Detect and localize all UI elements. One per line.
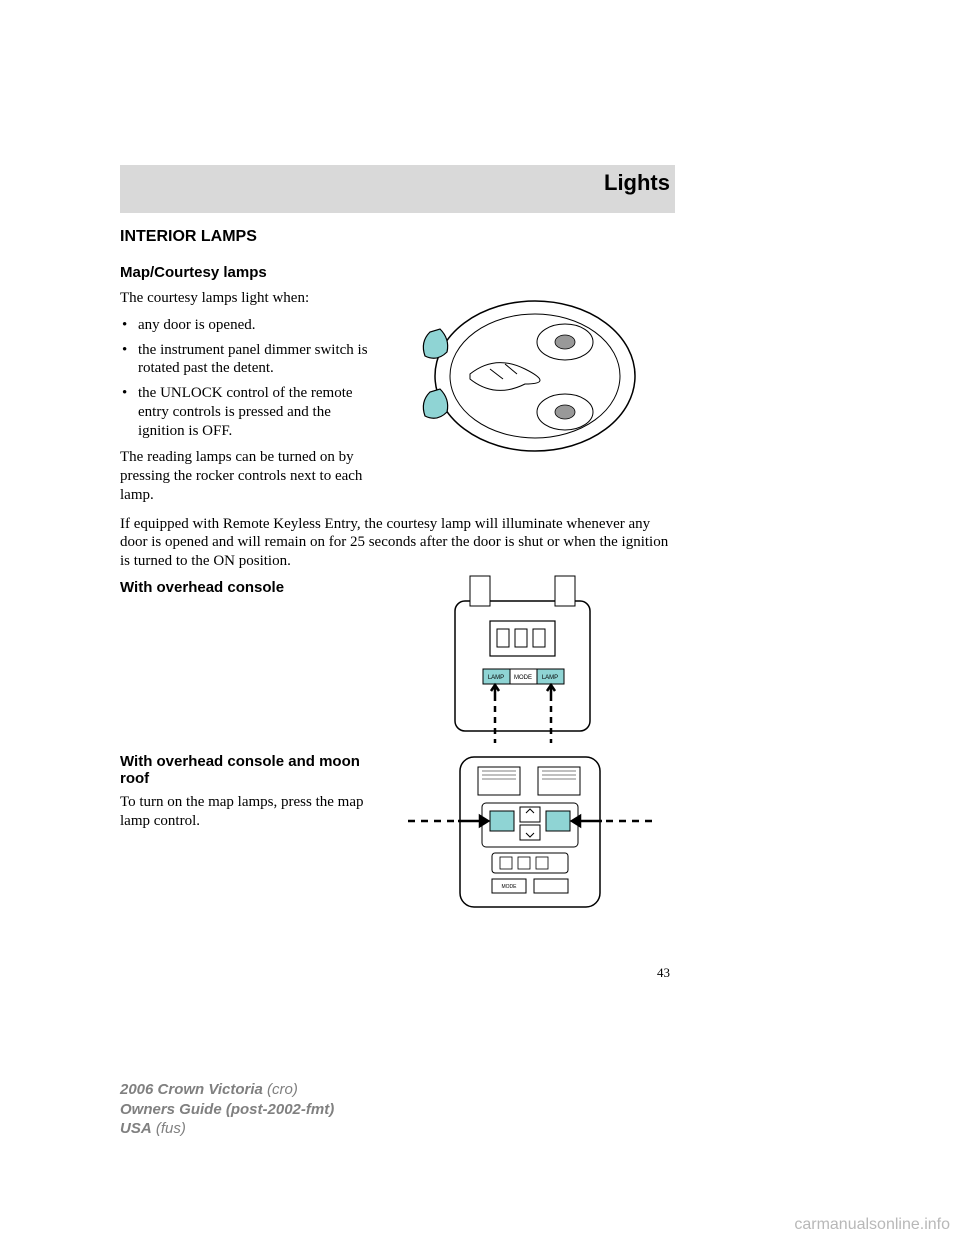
page-container: Lights INTERIOR LAMPS Map/Courtesy lamps…	[0, 0, 960, 1242]
overhead-console-illustration: LAMP MODE LAMP	[435, 571, 610, 751]
footer-line-2: Owners Guide (post-2002-fmt)	[120, 1100, 334, 1120]
console-row: With overhead console LAMP MODE	[120, 579, 675, 749]
console-moonroof-row: With overhead console and moon roof To t…	[120, 753, 675, 933]
footer-region-code: (fus)	[156, 1120, 186, 1137]
footer-model-code: (cro)	[267, 1081, 298, 1098]
footer-model: 2006 Crown Victoria	[120, 1081, 263, 1098]
mode-label: MODE	[514, 675, 532, 681]
footer-line-1: 2006 Crown Victoria (cro)	[120, 1080, 334, 1100]
subsection-title: Map/Courtesy lamps	[120, 264, 675, 281]
content-area: INTERIOR LAMPS Map/Courtesy lamps The co…	[120, 228, 675, 933]
footer-guide: Owners Guide (post-2002-fmt)	[120, 1101, 334, 1118]
page-number: 43	[657, 965, 670, 981]
rke-paragraph: If equipped with Remote Keyless Entry, t…	[120, 515, 675, 571]
watermark: carmanualsonline.info	[794, 1216, 950, 1234]
overhead-console-moonroof-illustration: MODE	[400, 745, 660, 925]
intro-block: The courtesy lamps light when: any door …	[120, 289, 380, 505]
bullet-item: any door is opened.	[134, 316, 380, 335]
lamp-label: LAMP	[542, 675, 558, 681]
map-lamp-text: To turn on the map lamps, press the map …	[120, 793, 380, 831]
header-bar	[120, 165, 675, 213]
lamp-label: LAMP	[488, 675, 504, 681]
footer-line-3: USA (fus)	[120, 1119, 334, 1139]
with-console-moon-label: With overhead console and moon roof	[120, 753, 380, 787]
intro-text: The courtesy lamps light when:	[120, 289, 380, 308]
footer-block: 2006 Crown Victoria (cro) Owners Guide (…	[120, 1080, 334, 1139]
bullet-list: any door is opened. the instrument panel…	[120, 316, 380, 441]
footer-region: USA	[120, 1120, 152, 1137]
svg-text:MODE: MODE	[502, 884, 518, 890]
section-title: INTERIOR LAMPS	[120, 228, 675, 246]
bullet-item: the instrument panel dimmer switch is ro…	[134, 341, 380, 379]
bullet-item: the UNLOCK control of the remote entry c…	[134, 384, 380, 440]
header-section-label: Lights	[604, 170, 670, 196]
reading-lamps-text: The reading lamps can be turned on by pr…	[120, 448, 380, 504]
with-console-label: With overhead console	[120, 579, 380, 596]
courtesy-lamp-illustration	[395, 284, 650, 469]
